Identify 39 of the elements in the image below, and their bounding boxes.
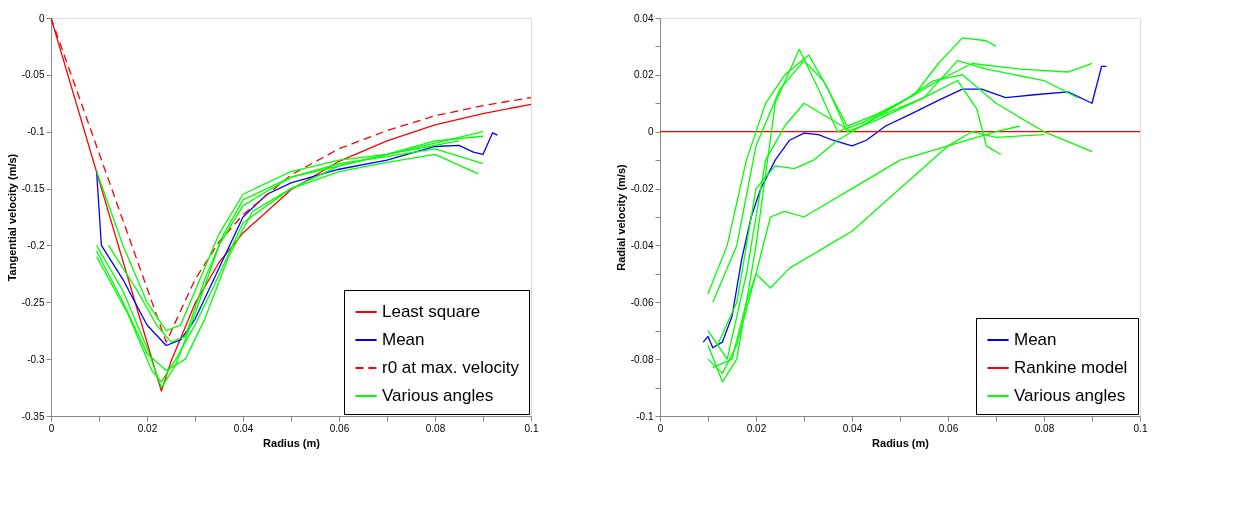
y-tick-label: -0.04 bbox=[630, 239, 654, 251]
x-axis-title: Radius (m) bbox=[872, 436, 930, 449]
y-axis-title: Tangential velocity (m/s) bbox=[5, 153, 18, 282]
x-tick-label: 0.08 bbox=[1034, 422, 1055, 434]
x-tick-label: 0.04 bbox=[842, 422, 863, 434]
x-tick-label: 0.1 bbox=[524, 422, 539, 434]
y-tick-label: 0 bbox=[647, 126, 654, 138]
x-tick-label: 0.02 bbox=[137, 422, 158, 434]
legend-label: Various angles bbox=[382, 386, 494, 405]
x-tick-label: 0.1 bbox=[1133, 422, 1148, 434]
x-tick-label: 0.02 bbox=[746, 422, 767, 434]
x-tick-label: 0.06 bbox=[329, 422, 350, 434]
y-tick-label: 0.02 bbox=[634, 69, 654, 81]
legend-label: Various angles bbox=[1014, 386, 1126, 405]
x-tick-label: 0.04 bbox=[233, 422, 254, 434]
legend-label: Mean bbox=[382, 330, 425, 349]
y-tick-label: -0.3 bbox=[27, 353, 45, 365]
y-tick-label: -0.06 bbox=[630, 296, 654, 308]
legend-label: r0 at max. velocity bbox=[382, 358, 520, 377]
legend-label: Mean bbox=[1014, 330, 1057, 349]
y-tick-label: -0.02 bbox=[630, 183, 654, 195]
y-tick-label: -0.35 bbox=[21, 410, 45, 422]
y-tick-label: -0.15 bbox=[21, 183, 45, 195]
y-tick-label: 0 bbox=[38, 12, 45, 24]
y-tick-label: -0.08 bbox=[630, 353, 654, 365]
y-tick-label: -0.1 bbox=[636, 410, 654, 422]
y-tick-label: 0.04 bbox=[634, 12, 654, 24]
x-tick-label: 0.08 bbox=[425, 422, 446, 434]
legend-label: Least square bbox=[382, 302, 481, 321]
x-tick-label: 0 bbox=[48, 422, 55, 434]
x-axis-title: Radius (m) bbox=[263, 436, 321, 449]
y-tick-label: -0.2 bbox=[27, 239, 45, 251]
y-axis-title: Radial velocity (m/s) bbox=[614, 163, 627, 271]
y-tick-label: -0.25 bbox=[21, 296, 45, 308]
x-tick-label: 0.06 bbox=[938, 422, 959, 434]
x-tick-label: 0 bbox=[657, 422, 664, 434]
legend-label: Rankine model bbox=[1014, 358, 1128, 377]
y-tick-label: -0.05 bbox=[21, 69, 45, 81]
y-tick-label: -0.1 bbox=[27, 126, 45, 138]
